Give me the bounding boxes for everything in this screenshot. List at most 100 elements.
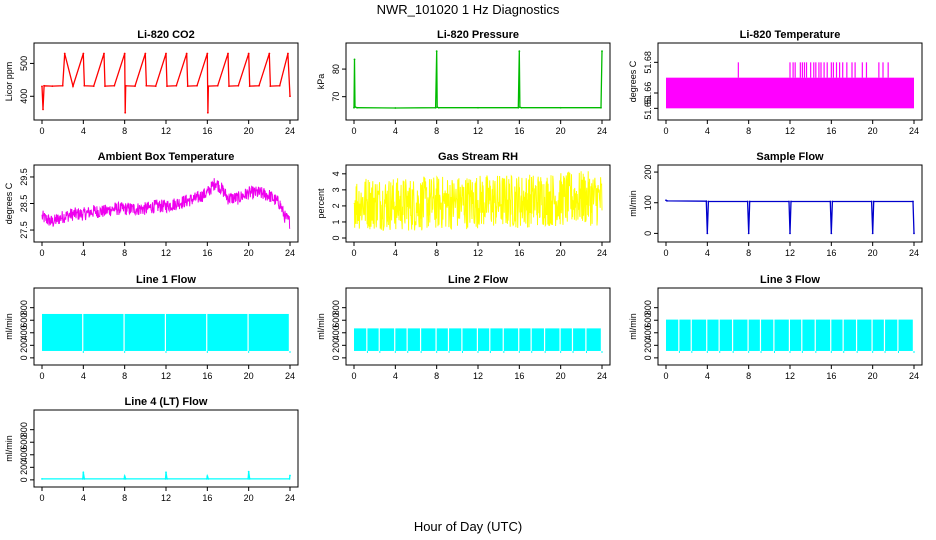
data-layer (41, 178, 291, 230)
data-point (830, 232, 833, 235)
data-point (268, 52, 271, 55)
panel-title: Li-820 Temperature (740, 29, 841, 41)
data-band-segment (449, 328, 462, 351)
chart-panel: Line 1 Flow ml/min 0 4 8 12 16 20 24 0 20040060080… (4, 274, 299, 381)
panel-title: Gas Stream RH (438, 151, 518, 163)
panel-title: Li-820 CO2 (137, 29, 194, 41)
x-tick-label: 24 (909, 371, 919, 381)
x-tick-label: 12 (161, 371, 171, 381)
data-band-segment (490, 328, 503, 351)
data-point (124, 478, 127, 480)
data-point (41, 85, 43, 88)
panel-title: Ambient Box Temperature (98, 151, 235, 163)
data-point (123, 478, 126, 480)
data-point (748, 200, 751, 203)
data-point (559, 106, 562, 109)
data-band-segment (503, 328, 519, 351)
y-tick-label: 0 (19, 477, 29, 482)
x-tick-label: 12 (785, 371, 795, 381)
data-layer (354, 328, 603, 353)
y-tick-label: 70 (331, 92, 341, 102)
x-tick-label: 0 (663, 248, 668, 258)
x-tick-label: 24 (597, 371, 607, 381)
y-tick-label: 0 (19, 355, 29, 360)
data-point (600, 106, 602, 109)
data-point (872, 200, 875, 203)
data-layer (353, 171, 603, 231)
x-tick-label: 24 (909, 248, 919, 258)
x-tick-label: 0 (39, 493, 44, 503)
x-tick-label: 8 (122, 248, 127, 258)
data-point (247, 470, 250, 473)
y-tick-label: 200 (643, 338, 653, 353)
panel-title: Sample Flow (756, 151, 824, 163)
data-point (227, 52, 229, 55)
data-point (166, 85, 168, 87)
data-band-segment (679, 319, 691, 351)
x-tick-label: 4 (81, 493, 86, 503)
x-tick-label: 24 (597, 248, 607, 258)
y-tick-label: 600 (643, 313, 653, 328)
x-tick-label: 4 (81, 371, 86, 381)
x-tick-label: 8 (122, 493, 127, 503)
data-point (154, 85, 157, 87)
data-band-segment (761, 319, 774, 351)
y-tick-label: 51.65 (643, 97, 653, 120)
data-band-segment (519, 328, 531, 351)
data-band-segment (831, 319, 843, 351)
data-point (829, 200, 832, 203)
data-band (666, 77, 914, 109)
data-point (43, 84, 45, 87)
y-tick-label: 27.5 (19, 221, 29, 239)
data-point (746, 200, 749, 203)
y-tick-label: 29.5 (19, 168, 29, 186)
data-point (517, 106, 520, 109)
x-tick-label: 16 (514, 371, 524, 381)
data-point (185, 52, 188, 55)
panel-title: Line 4 (LT) Flow (125, 396, 208, 408)
y-tick-label: 600 (19, 313, 29, 328)
data-point (354, 105, 356, 108)
data-band-segment (354, 328, 367, 351)
data-point (289, 474, 291, 477)
data-point (186, 85, 189, 87)
x-tick-label: 24 (909, 126, 919, 136)
y-tick-label: 200 (331, 338, 341, 353)
x-tick-label: 0 (351, 126, 356, 136)
data-band-segment (436, 328, 448, 351)
data-band-segment (733, 319, 748, 351)
data-point (81, 478, 84, 480)
x-tick-label: 16 (202, 126, 212, 136)
x-tick-label: 8 (746, 248, 751, 258)
y-tick-label: 0 (643, 355, 653, 360)
y-tick-label: 3 (331, 187, 341, 192)
data-point (287, 52, 289, 55)
data-band-segment (586, 328, 601, 351)
data-line (41, 178, 291, 230)
data-point (237, 84, 240, 87)
data-point (164, 478, 167, 480)
data-point (207, 478, 210, 480)
data-point (707, 200, 710, 203)
x-tick-label: 4 (705, 371, 710, 381)
data-point (61, 84, 64, 87)
y-tick-label: 0 (643, 231, 653, 236)
data-point (228, 85, 230, 87)
data-point (278, 84, 281, 87)
y-tick-label: 0 (331, 235, 341, 240)
data-band-segment (790, 319, 802, 351)
x-tick-label: 20 (244, 371, 254, 381)
data-point (913, 232, 915, 235)
x-tick-label: 24 (285, 248, 295, 258)
x-tick-label: 16 (826, 126, 836, 136)
y-axis-label: ml/min (628, 313, 638, 340)
data-point (518, 50, 521, 53)
data-point (206, 52, 209, 55)
y-tick-label: 800 (19, 422, 29, 437)
x-tick-label: 4 (81, 248, 86, 258)
data-point (356, 106, 358, 109)
x-tick-label: 4 (705, 126, 710, 136)
data-point (705, 200, 708, 203)
data-point (83, 84, 86, 87)
